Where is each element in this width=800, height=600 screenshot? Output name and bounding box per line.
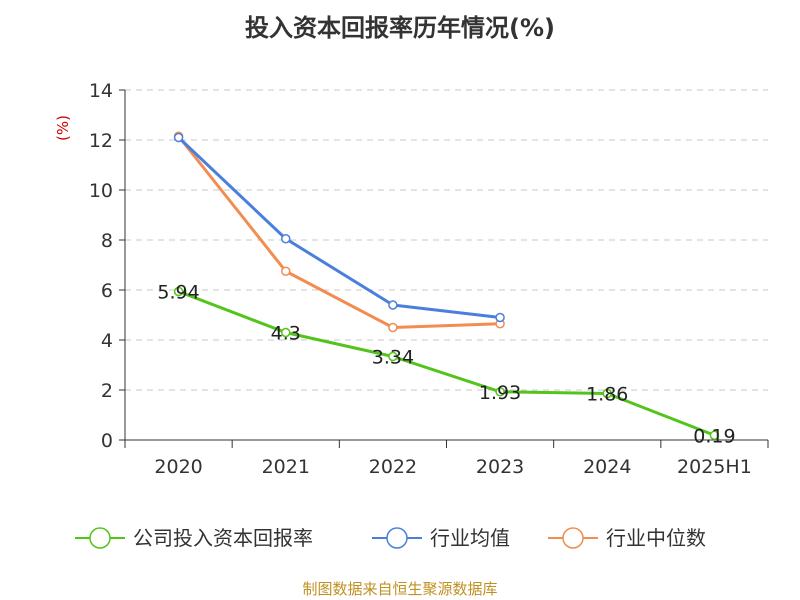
x-tick-label: 2020 <box>154 456 202 478</box>
data-point-1 <box>173 132 184 143</box>
data-point-0 <box>173 286 184 297</box>
y-tick-label: 4 <box>101 330 113 352</box>
legend-label: 公司投入资本回报率 <box>133 526 313 550</box>
series-line-2 <box>177 135 501 329</box>
data-point-0 <box>709 430 720 440</box>
data-labels: 5.94 4.3 3.34 1.93 1.86 0.19 <box>157 282 735 448</box>
data-label: 1.93 <box>479 382 521 404</box>
series-lines <box>173 131 720 440</box>
x-tick-labels: 2020 2021 2022 2023 2024 2025H1 <box>154 456 751 478</box>
y-tick-label: 10 <box>89 180 113 202</box>
data-label: 4.3 <box>271 323 301 345</box>
legend-label: 行业中位数 <box>606 526 706 550</box>
data-label: 5.94 <box>157 282 199 304</box>
legend-marker <box>562 527 584 549</box>
source-note: 制图数据来自恒生聚源数据库 <box>302 580 497 598</box>
y-axis-unit: (%) <box>54 115 72 141</box>
y-tick-labels: 0 2 4 6 8 10 12 14 <box>89 80 113 452</box>
legend-marker <box>89 527 111 549</box>
legend-item-1[interactable]: 行业均值 <box>372 526 510 550</box>
x-tick-label: 2021 <box>262 456 310 478</box>
y-tick-label: 8 <box>101 230 113 252</box>
x-tick-label: 2023 <box>476 456 524 478</box>
data-label: 0.19 <box>693 425 735 447</box>
y-tick-label: 6 <box>101 280 113 302</box>
y-tick-label: 0 <box>101 430 113 452</box>
legend-item-2[interactable]: 行业中位数 <box>548 526 706 550</box>
data-point-0 <box>281 327 291 338</box>
y-tick-label: 2 <box>101 380 113 402</box>
series-line-1 <box>177 136 501 319</box>
data-point-1 <box>495 312 505 323</box>
data-point-0 <box>495 387 505 397</box>
series-line-0 <box>178 290 715 437</box>
x-tick-label: 2025H1 <box>677 456 752 478</box>
axes <box>119 89 769 448</box>
data-label: 3.34 <box>372 347 414 369</box>
data-point-1 <box>388 300 398 310</box>
data-point-2 <box>388 322 398 333</box>
legend-marker <box>386 527 408 549</box>
data-point-2 <box>281 266 291 276</box>
data-label: 1.86 <box>586 384 628 406</box>
chart-title: 投入资本回报率历年情况(%) <box>245 14 555 42</box>
legend-label: 行业均值 <box>430 526 510 550</box>
data-point-0 <box>602 388 612 399</box>
gridlines <box>125 89 768 391</box>
legend-item-0[interactable]: 公司投入资本回报率 <box>75 526 313 550</box>
y-tick-label: 14 <box>89 80 113 102</box>
y-tick-label: 12 <box>89 130 113 152</box>
x-tick-label: 2022 <box>369 456 417 478</box>
x-tick-label: 2024 <box>583 456 631 478</box>
legend[interactable]: 公司投入资本回报率 行业均值 行业中位数 <box>75 526 706 550</box>
data-point-1 <box>281 234 291 244</box>
data-point-0 <box>388 351 398 362</box>
